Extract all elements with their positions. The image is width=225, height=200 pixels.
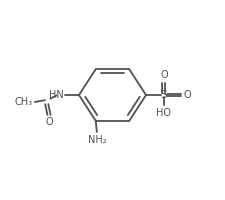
Text: HO: HO — [156, 108, 171, 118]
Text: NH₂: NH₂ — [88, 135, 106, 145]
Text: O: O — [160, 70, 168, 80]
Text: HN: HN — [49, 90, 63, 100]
Text: O: O — [184, 90, 191, 100]
Text: S: S — [161, 90, 167, 100]
Text: CH₃: CH₃ — [14, 97, 32, 107]
Text: O: O — [45, 117, 53, 127]
